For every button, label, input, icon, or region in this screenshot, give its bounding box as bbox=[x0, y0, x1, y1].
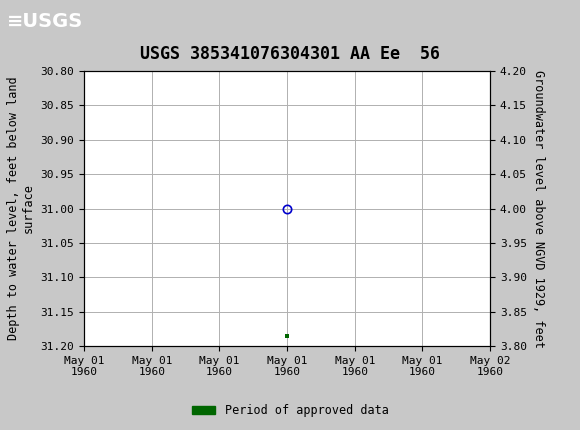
Text: ≡USGS: ≡USGS bbox=[7, 12, 83, 31]
Y-axis label: Groundwater level above NGVD 1929, feet: Groundwater level above NGVD 1929, feet bbox=[532, 70, 545, 347]
Legend: Period of approved data: Period of approved data bbox=[187, 399, 393, 422]
Y-axis label: Depth to water level, feet below land
surface: Depth to water level, feet below land su… bbox=[7, 77, 35, 341]
Text: USGS 385341076304301 AA Ee  56: USGS 385341076304301 AA Ee 56 bbox=[140, 45, 440, 63]
